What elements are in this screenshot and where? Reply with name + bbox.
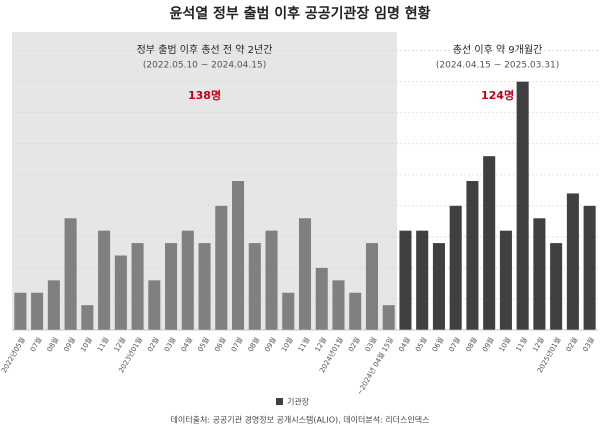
x-tick-label: 06월 bbox=[430, 336, 445, 354]
bar bbox=[332, 280, 345, 330]
x-tick-label: 10월 bbox=[78, 336, 93, 354]
bar bbox=[14, 292, 27, 330]
bar bbox=[248, 243, 261, 330]
bar bbox=[232, 181, 245, 330]
x-tick-label: 10월 bbox=[497, 336, 512, 354]
legend-swatch bbox=[276, 398, 283, 405]
bar bbox=[47, 280, 60, 330]
bar bbox=[131, 243, 144, 330]
x-tick-label: 02월 bbox=[145, 336, 160, 354]
bar bbox=[265, 230, 278, 330]
x-tick-label: 02월 bbox=[346, 336, 361, 354]
bar bbox=[449, 205, 462, 330]
bar bbox=[382, 305, 395, 330]
region-subtitle: (2022.05.10 ~ 2024.04.15) bbox=[143, 61, 266, 71]
bar bbox=[483, 156, 496, 330]
bar bbox=[64, 218, 77, 330]
bar bbox=[416, 230, 429, 330]
x-tick-label: 08월 bbox=[246, 336, 261, 354]
bar bbox=[98, 230, 111, 330]
bar bbox=[315, 267, 328, 330]
bar bbox=[165, 243, 178, 330]
x-tick-label: 03월 bbox=[581, 336, 596, 354]
region-title: 총선 이후 약 9개월간 bbox=[453, 44, 543, 56]
region-title: 정부 출범 이후 총선 전 약 2년간 bbox=[137, 44, 273, 56]
bar bbox=[198, 243, 211, 330]
bar bbox=[114, 255, 127, 330]
x-tick-label: 12월 bbox=[313, 336, 328, 354]
x-tick-label: 03월 bbox=[363, 336, 378, 354]
x-tick-label: 07월 bbox=[447, 336, 462, 354]
bar bbox=[550, 243, 563, 330]
chart-title: 윤석열 정부 출범 이후 공공기관장 임명 현황 bbox=[169, 5, 430, 22]
bar bbox=[31, 292, 44, 330]
x-tick-label: 11월 bbox=[514, 336, 529, 354]
x-tick-label: 06월 bbox=[212, 336, 227, 354]
x-tick-label: 05월 bbox=[196, 336, 211, 354]
x-tick-label: 11월 bbox=[95, 336, 110, 354]
bar bbox=[282, 292, 295, 330]
bar bbox=[499, 230, 512, 330]
x-tick-label: 09월 bbox=[62, 336, 77, 354]
bar bbox=[566, 193, 579, 330]
x-tick-label: 12월 bbox=[112, 336, 127, 354]
bar bbox=[533, 218, 546, 330]
source: 데이터출처: 공공기관 경영정보 공개시스템(ALIO), 데이터분석: 리더스… bbox=[171, 415, 430, 425]
bar bbox=[399, 230, 412, 330]
x-tick-label: 05월 bbox=[413, 336, 428, 354]
bar bbox=[365, 243, 378, 330]
x-tick-label: 08월 bbox=[463, 336, 478, 354]
x-tick-label: 11월 bbox=[296, 336, 311, 354]
bar bbox=[181, 230, 194, 330]
x-tick-label: 09월 bbox=[480, 336, 495, 354]
region-total: 124명 bbox=[481, 88, 514, 102]
bar bbox=[583, 205, 596, 330]
x-tick-label: 07월 bbox=[28, 336, 43, 354]
bar bbox=[432, 243, 445, 330]
bar bbox=[81, 305, 94, 330]
bar bbox=[516, 81, 529, 331]
bar bbox=[349, 292, 362, 330]
x-tick-label: 12월 bbox=[530, 336, 545, 354]
x-tick-label: 04월 bbox=[179, 336, 194, 354]
x-tick-label: 2022년05월 bbox=[0, 336, 27, 375]
x-tick-label: 04월 bbox=[396, 336, 411, 354]
bar bbox=[148, 280, 161, 330]
x-tick-label: 10월 bbox=[279, 336, 294, 354]
bar bbox=[466, 181, 479, 330]
x-tick-label: 03월 bbox=[162, 336, 177, 354]
x-tick-label: 07월 bbox=[229, 336, 244, 354]
bar bbox=[298, 218, 312, 330]
legend-label: 기관장 bbox=[287, 397, 310, 407]
x-tick-label: 09월 bbox=[263, 336, 278, 354]
bar bbox=[215, 205, 228, 330]
x-tick-label: 08월 bbox=[45, 336, 60, 354]
x-tick-label: 02월 bbox=[564, 336, 579, 354]
region-total: 138명 bbox=[188, 88, 221, 102]
region-subtitle: (2024.04.15 ~ 2025.03.31) bbox=[436, 61, 559, 71]
